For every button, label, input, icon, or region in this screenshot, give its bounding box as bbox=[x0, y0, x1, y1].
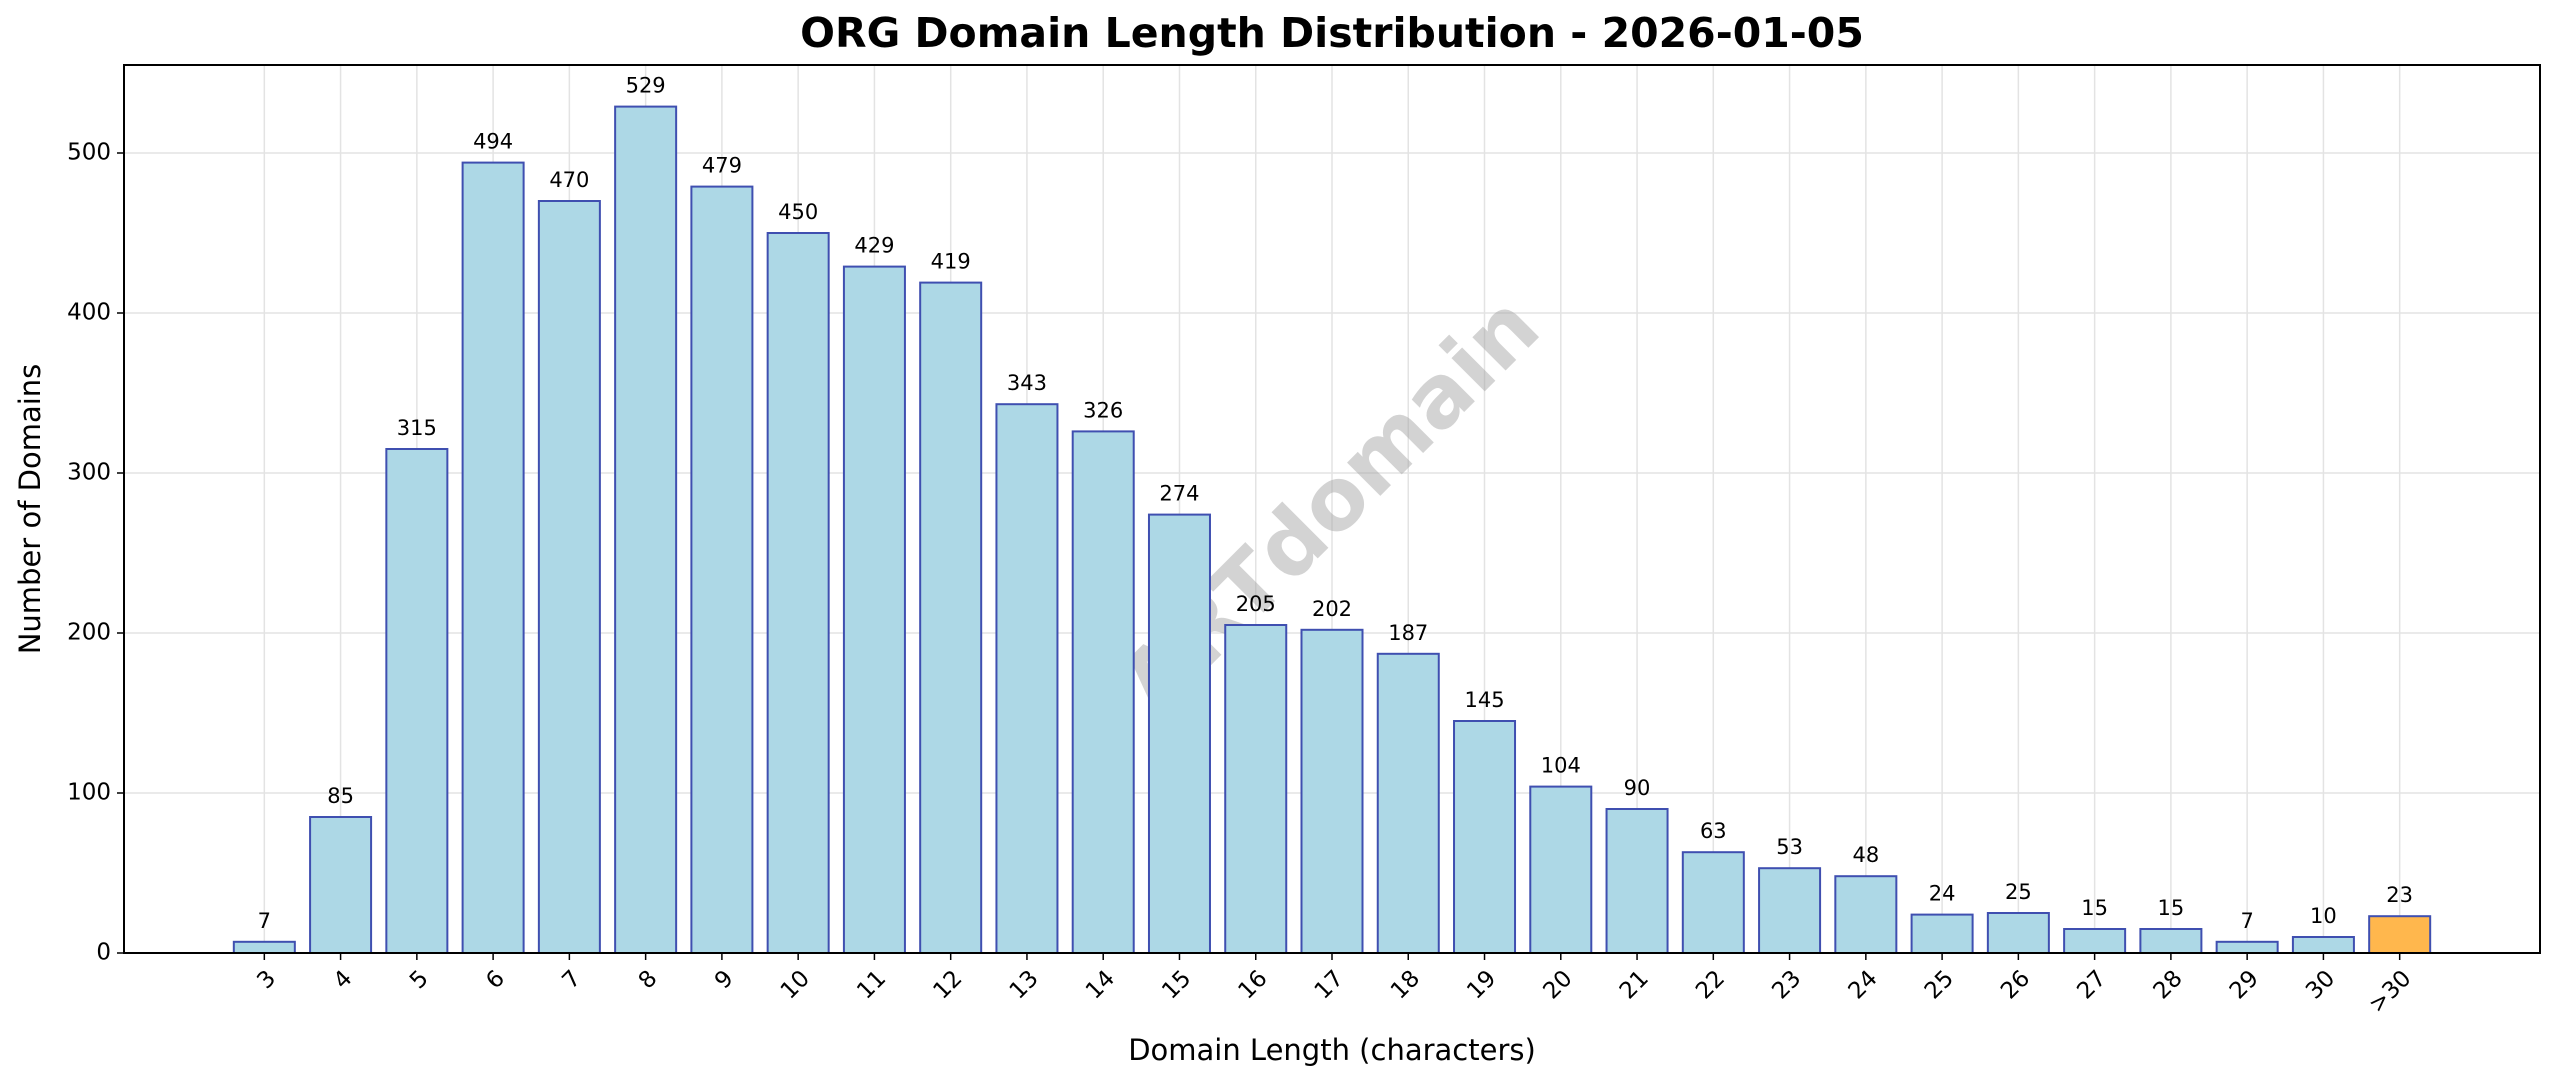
value-label: 429 bbox=[854, 234, 894, 258]
y-tick-label: 100 bbox=[67, 780, 111, 806]
x-tick-label: 25 bbox=[1920, 965, 1959, 1004]
value-label: 10 bbox=[2310, 904, 2337, 928]
value-label: 7 bbox=[258, 909, 271, 933]
value-label: 7 bbox=[2240, 909, 2253, 933]
x-tick-label: 12 bbox=[928, 965, 967, 1004]
value-label: 529 bbox=[626, 74, 666, 98]
x-tick-label: 9 bbox=[710, 965, 739, 994]
bar bbox=[2139, 928, 2203, 954]
value-label: 450 bbox=[778, 200, 818, 224]
bar bbox=[309, 816, 373, 954]
x-tick-label: >30 bbox=[2364, 965, 2417, 1018]
y-axis-label: Number of Domains bbox=[13, 364, 47, 655]
x-tick-label: 30 bbox=[2301, 965, 2340, 1004]
x-tick-label: 22 bbox=[1691, 965, 1730, 1004]
bar bbox=[995, 403, 1059, 954]
bar bbox=[1453, 720, 1517, 954]
x-tick-label: 13 bbox=[1005, 965, 1044, 1004]
value-label: 48 bbox=[1852, 843, 1879, 867]
value-label: 419 bbox=[931, 250, 971, 274]
bar bbox=[232, 940, 296, 954]
bar bbox=[1224, 624, 1288, 954]
value-label: 104 bbox=[1541, 754, 1581, 778]
value-label: 315 bbox=[397, 416, 437, 440]
x-tick-label: 15 bbox=[1157, 965, 1196, 1004]
y-tick-label: 300 bbox=[67, 460, 111, 486]
value-label: 85 bbox=[327, 784, 354, 808]
x-tick-label: 6 bbox=[481, 965, 510, 994]
value-label: 15 bbox=[2081, 896, 2108, 920]
value-label: 90 bbox=[1624, 776, 1651, 800]
x-tick-label: 7 bbox=[557, 965, 586, 994]
value-label: 53 bbox=[1776, 835, 1803, 859]
bar bbox=[2291, 936, 2355, 954]
bar bbox=[1986, 912, 2050, 954]
bar bbox=[690, 185, 754, 955]
bar bbox=[1071, 430, 1135, 954]
bar bbox=[766, 232, 830, 954]
value-label: 25 bbox=[2005, 880, 2032, 904]
bar bbox=[537, 200, 601, 954]
x-tick-label: 21 bbox=[1615, 965, 1654, 1004]
x-tick-label: 29 bbox=[2225, 965, 2264, 1004]
value-label: 15 bbox=[2158, 896, 2185, 920]
x-tick-label: 5 bbox=[405, 965, 434, 994]
plot-frame bbox=[123, 64, 2541, 954]
value-label: 23 bbox=[2386, 883, 2413, 907]
x-tick-label: 14 bbox=[1081, 965, 1120, 1004]
x-tick-label: 18 bbox=[1386, 965, 1425, 1004]
y-tick-label: 400 bbox=[67, 300, 111, 326]
value-label: 202 bbox=[1312, 597, 1352, 621]
value-label: 187 bbox=[1388, 621, 1428, 645]
x-tick-label: 8 bbox=[634, 965, 663, 994]
x-tick-label: 23 bbox=[1767, 965, 1806, 1004]
value-label: 470 bbox=[549, 168, 589, 192]
bar bbox=[919, 281, 983, 955]
bar bbox=[1376, 652, 1440, 954]
chart-title: ORG Domain Length Distribution - 2026-01… bbox=[800, 9, 1864, 57]
bar bbox=[385, 448, 449, 954]
x-tick-label: 11 bbox=[852, 965, 891, 1004]
x-tick-label: 24 bbox=[1844, 965, 1883, 1004]
bar bbox=[461, 161, 525, 955]
bar bbox=[1834, 875, 1898, 955]
x-axis-label: Domain Length (characters) bbox=[1128, 1033, 1536, 1067]
value-label: 479 bbox=[702, 154, 742, 178]
bar bbox=[2215, 940, 2279, 954]
y-tick-label: 500 bbox=[67, 140, 111, 166]
y-tick-label: 0 bbox=[96, 940, 111, 966]
bar bbox=[1758, 867, 1822, 955]
value-label: 494 bbox=[473, 130, 513, 154]
bar bbox=[614, 105, 678, 955]
value-label: 205 bbox=[1236, 592, 1276, 616]
value-label: 274 bbox=[1159, 482, 1199, 506]
bar bbox=[1529, 785, 1593, 954]
x-tick-label: 10 bbox=[776, 965, 815, 1004]
bar bbox=[1605, 808, 1669, 954]
value-label: 145 bbox=[1464, 688, 1504, 712]
value-label: 326 bbox=[1083, 398, 1123, 422]
x-tick-label: 26 bbox=[1996, 965, 2035, 1004]
x-tick-label: 20 bbox=[1539, 965, 1578, 1004]
bar bbox=[1681, 851, 1745, 955]
bar bbox=[2368, 915, 2432, 955]
x-tick-label: 16 bbox=[1233, 965, 1272, 1004]
x-tick-label: 4 bbox=[329, 965, 358, 994]
x-tick-label: 27 bbox=[2072, 965, 2111, 1004]
value-label: 24 bbox=[1929, 882, 1956, 906]
bar bbox=[1147, 513, 1211, 954]
y-tick-label: 200 bbox=[67, 620, 111, 646]
x-tick-label: 3 bbox=[252, 965, 281, 994]
value-label: 343 bbox=[1007, 371, 1047, 395]
bar bbox=[2063, 928, 2127, 954]
x-tick-label: 28 bbox=[2149, 965, 2188, 1004]
bar bbox=[1910, 913, 1974, 954]
x-tick-label: 17 bbox=[1310, 965, 1349, 1004]
value-label: 63 bbox=[1700, 819, 1727, 843]
bar bbox=[1300, 628, 1364, 954]
bar bbox=[842, 265, 906, 955]
x-tick-label: 19 bbox=[1462, 965, 1501, 1004]
